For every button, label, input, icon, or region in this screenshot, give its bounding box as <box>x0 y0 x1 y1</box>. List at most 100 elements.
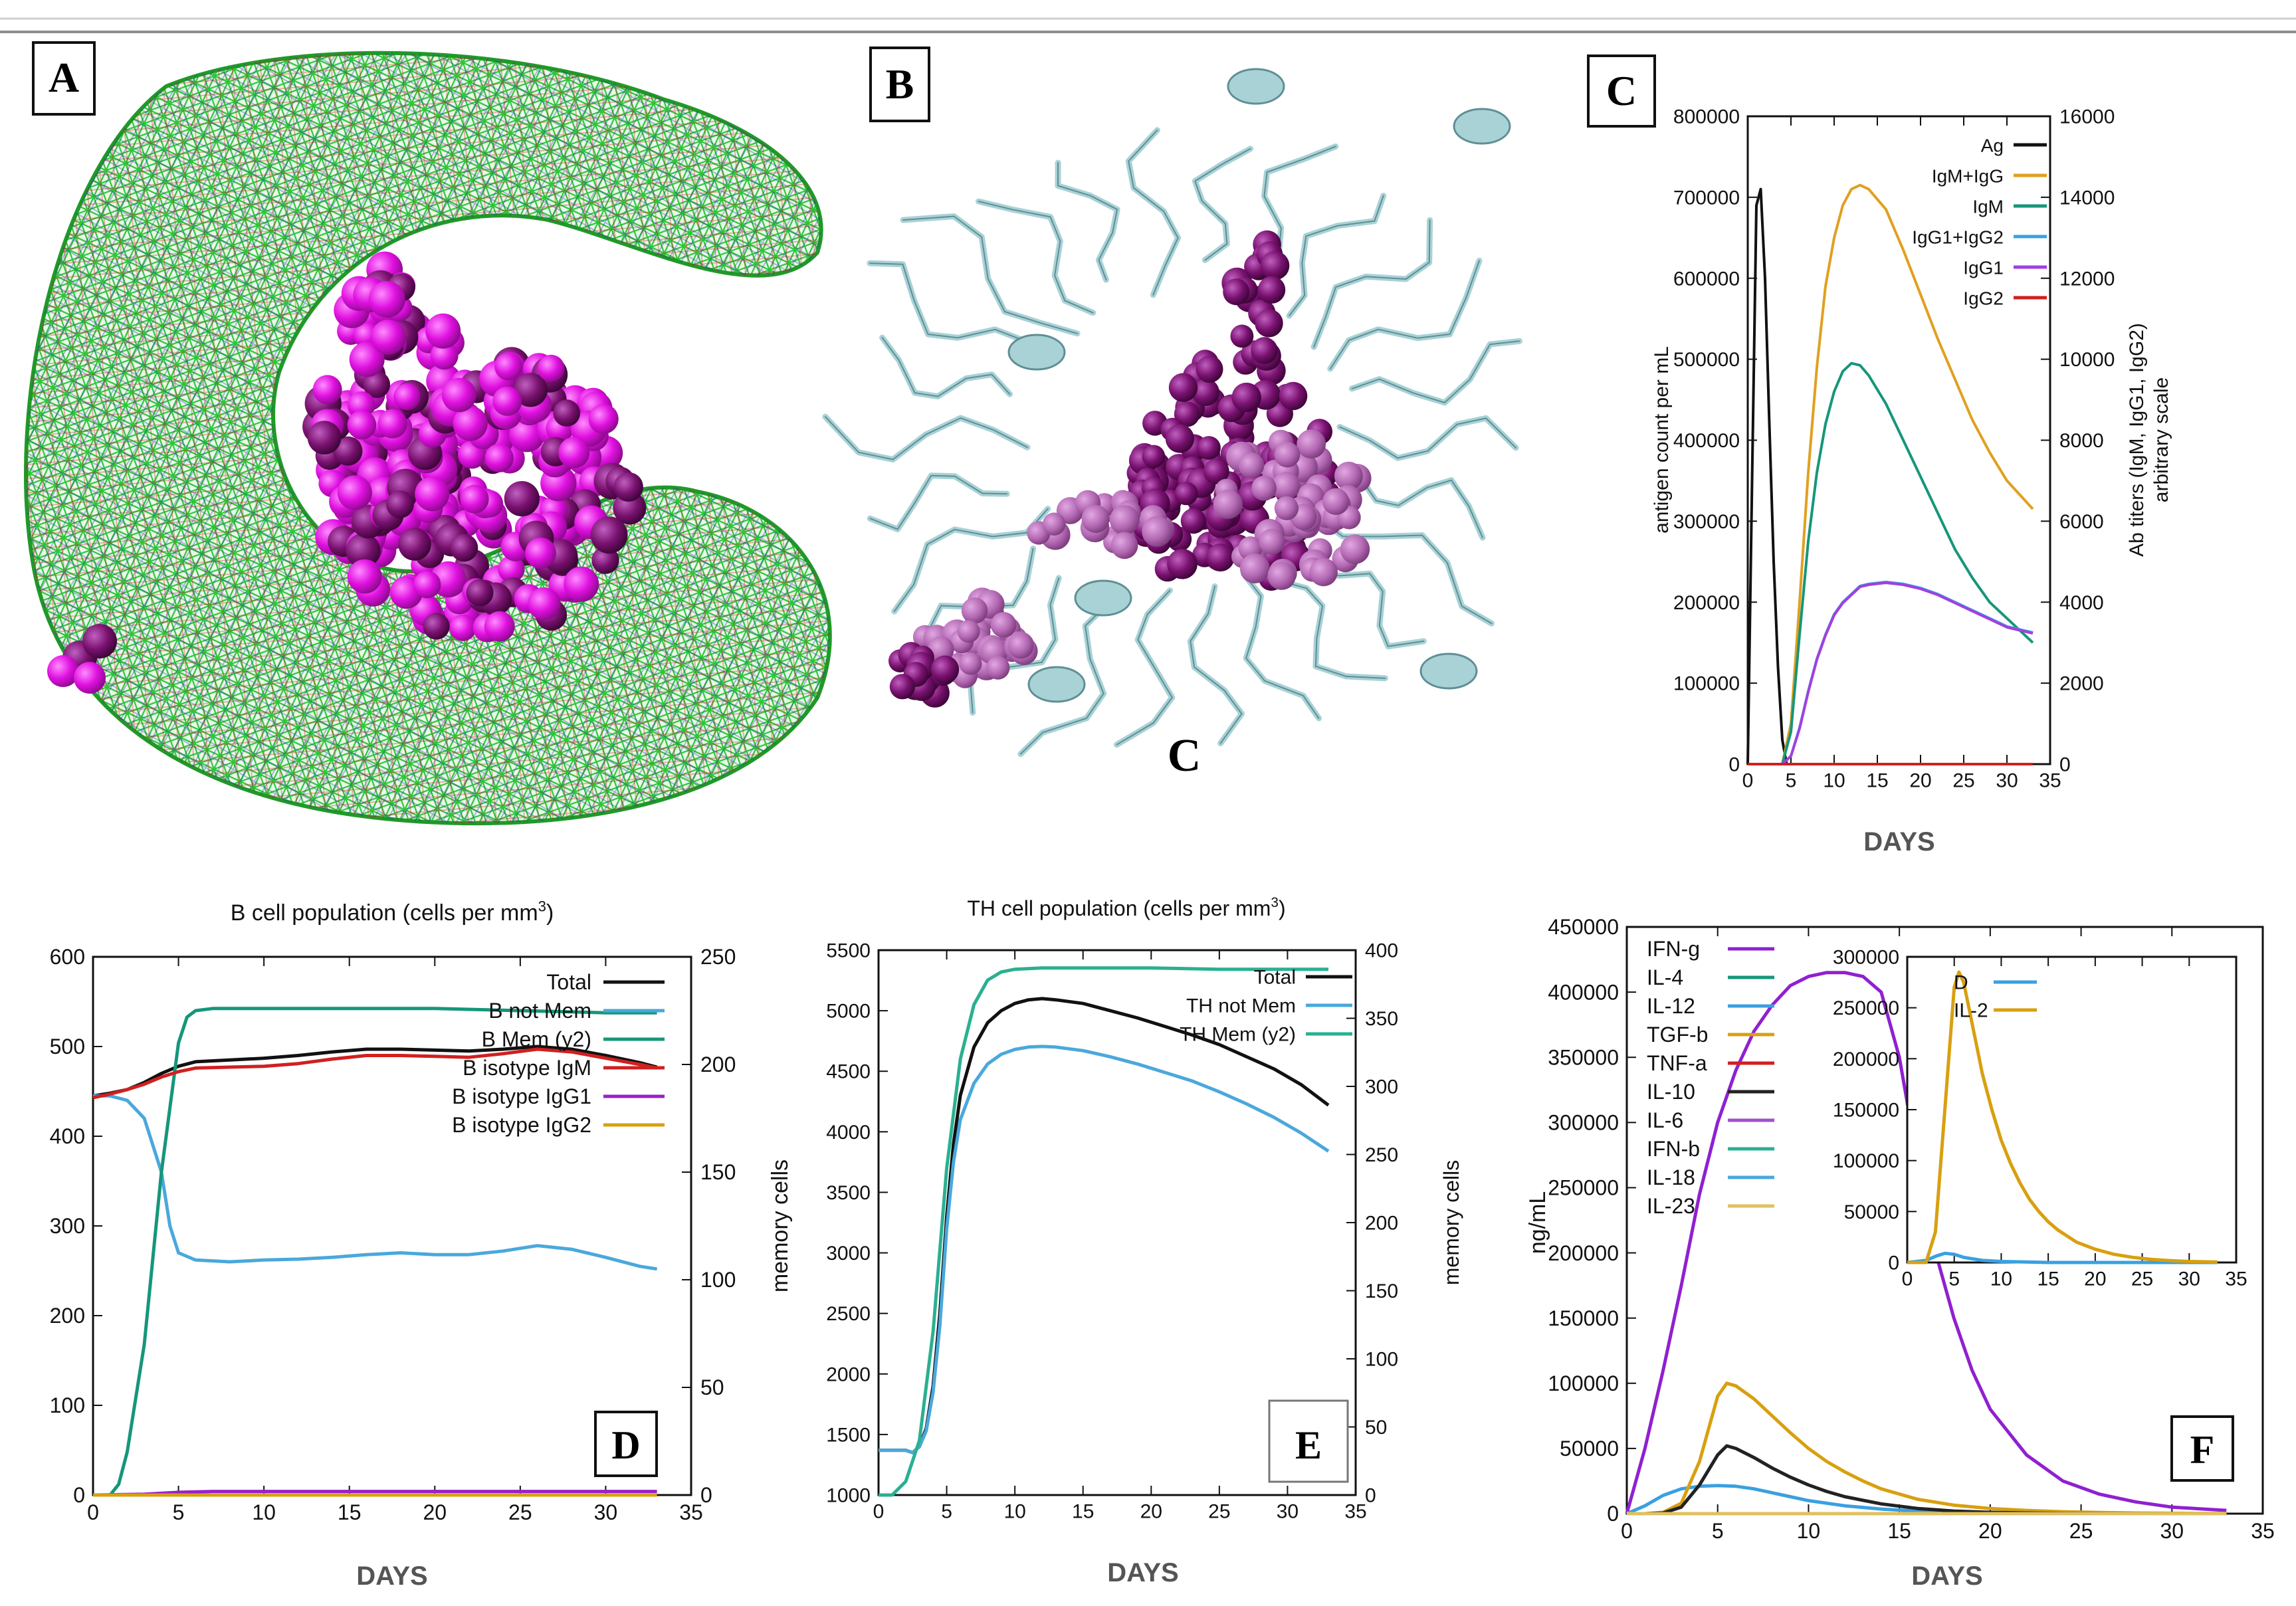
y-tick-label: 100000 <box>1833 1150 1899 1172</box>
legend-label: IL-23 <box>1647 1194 1695 1218</box>
ligand-atom <box>538 354 565 382</box>
ribbon-strand-edge <box>1128 129 1179 296</box>
ligand-atom <box>377 409 407 439</box>
y-tick-label: 450000 <box>1548 915 1619 939</box>
y-tick-label: 0 <box>1728 754 1740 776</box>
ligand-atom <box>498 555 525 583</box>
ribbon-strand <box>1125 127 1182 298</box>
x-tick-label: 35 <box>1344 1501 1366 1523</box>
ligand-atom <box>558 437 590 468</box>
ligand-atom <box>613 472 643 502</box>
y-tick-label: 700000 <box>1673 187 1740 209</box>
y-tick-label: 5000 <box>826 1001 871 1023</box>
ligand-atom <box>1260 251 1290 280</box>
chart-d-title: B cell population (cells per mm3) <box>231 898 554 926</box>
ligand-atom <box>349 342 385 377</box>
ligand-atom <box>346 533 381 568</box>
ligand-atom <box>393 383 421 411</box>
ligand-atom <box>1334 461 1363 490</box>
ligand-atom <box>450 534 478 562</box>
y2-tick-label: 0 <box>1365 1485 1376 1507</box>
panel-b-inner-label: C <box>1168 730 1201 781</box>
y2-axis-label: memory cells <box>768 1159 793 1292</box>
y2-tick-label: 10000 <box>2059 349 2115 371</box>
x-tick-label: 10 <box>1990 1268 2012 1290</box>
ligand-atom <box>1274 496 1299 520</box>
legend-label: IgG1 <box>1963 258 2004 278</box>
y-tick-label: 4500 <box>826 1061 871 1083</box>
ligand-atom <box>1197 436 1221 460</box>
y2-tick-label: 0 <box>2059 754 2071 776</box>
x-tick-label: 0 <box>1902 1268 1913 1290</box>
ligand-atom <box>889 674 915 700</box>
x-tick-label: 35 <box>2039 770 2061 792</box>
ligand-atom <box>1340 534 1370 564</box>
panel-a-ligand <box>302 251 647 643</box>
x-tick-label: 35 <box>2225 1268 2247 1290</box>
y2-tick-label: 8000 <box>2059 430 2104 452</box>
x-tick-label: 10 <box>1003 1501 1025 1523</box>
ribbon-helix <box>1453 108 1511 145</box>
ligand-atom <box>1231 382 1261 413</box>
panel-a-structure <box>24 50 832 826</box>
y2-axis-label: Ab titers (IgM, IgG1, IgG2) <box>2126 323 2148 557</box>
panel-b-letter: B <box>886 60 914 108</box>
ligand-atom <box>1213 489 1243 520</box>
ligand-atom <box>1259 528 1285 555</box>
ribbon-strand <box>1114 587 1176 748</box>
x-axis-label: DAYS <box>356 1561 427 1591</box>
y-tick-label: 400000 <box>1673 430 1740 452</box>
y-tick-label: 1500 <box>826 1424 871 1446</box>
ribbon-strand-edge <box>893 508 1049 613</box>
panel-b-ligand <box>888 230 1372 708</box>
ribbon-strand-edge <box>1312 571 1425 647</box>
y-tick-label: 2500 <box>826 1303 871 1325</box>
y-tick-label: 100000 <box>1673 673 1740 695</box>
legend-label: TH Mem (y2) <box>1180 1024 1296 1046</box>
ligand-atom <box>492 386 522 416</box>
ribbon-helix <box>1027 666 1086 703</box>
ribbon-strand <box>879 334 1013 400</box>
legend-label: IFN-b <box>1647 1137 1700 1161</box>
ribbon-strand <box>1273 577 1388 682</box>
ligand-atom <box>588 404 619 435</box>
ligand-atom <box>504 481 540 517</box>
y-tick-label: 2000 <box>826 1363 871 1385</box>
panel-c-label-box <box>1587 54 1656 128</box>
ribbon-helix <box>1227 68 1285 105</box>
panel-a-side-ligand <box>47 624 117 694</box>
x-tick-label: 15 <box>1072 1501 1094 1523</box>
ligand-atom <box>1168 373 1198 402</box>
ligand-atom <box>1165 424 1194 453</box>
ligand-atom <box>590 516 628 554</box>
ligand-atom <box>423 613 450 640</box>
y2-tick-label: 100 <box>1365 1349 1398 1371</box>
x-axis-label: DAYS <box>1911 1561 1982 1591</box>
ligand-atom <box>1109 505 1140 535</box>
x-tick-label: 30 <box>594 1500 618 1524</box>
y2-tick-label: 0 <box>700 1483 712 1507</box>
chart-c: 0 5 10 15 20 25 30 3501000002000003000004000005… <box>1651 106 2172 857</box>
y-tick-label: 500 <box>50 1035 85 1058</box>
ligand-atom <box>347 410 377 440</box>
ribbon-strand <box>1310 217 1433 350</box>
y2-axis-label-2: arbitrary scale <box>2150 377 2172 502</box>
ligand-atom <box>441 377 476 413</box>
x-tick-label: 25 <box>1952 770 1974 792</box>
chart-e: 0 5 10 15 20 25 30 3510001500200025003000350040… <box>826 895 1463 1587</box>
y-tick-label: 250000 <box>1833 997 1899 1019</box>
ribbon-strand-edge <box>824 416 1028 460</box>
ligand-atom <box>990 612 1017 638</box>
ligand-atom <box>371 320 406 355</box>
legend-label: B isotype IgG1 <box>452 1084 591 1108</box>
legend-label: IgM+IgG <box>1932 166 2004 187</box>
x-tick-label: 5 <box>173 1500 185 1524</box>
y-tick-label: 50000 <box>1560 1437 1619 1460</box>
ligand-atom <box>1322 488 1350 516</box>
ligand-atom <box>509 416 545 452</box>
y2-tick-label: 50 <box>1365 1417 1387 1439</box>
panel-f-letter: F <box>2190 1428 2215 1472</box>
chart-f-inset: 0 5 10 15 20 25 30 35 0 50000 100000 150000 200000 25… <box>1833 947 2247 1290</box>
ribbon-strand <box>900 213 1081 337</box>
ribbon-strand-edge <box>902 215 1079 334</box>
